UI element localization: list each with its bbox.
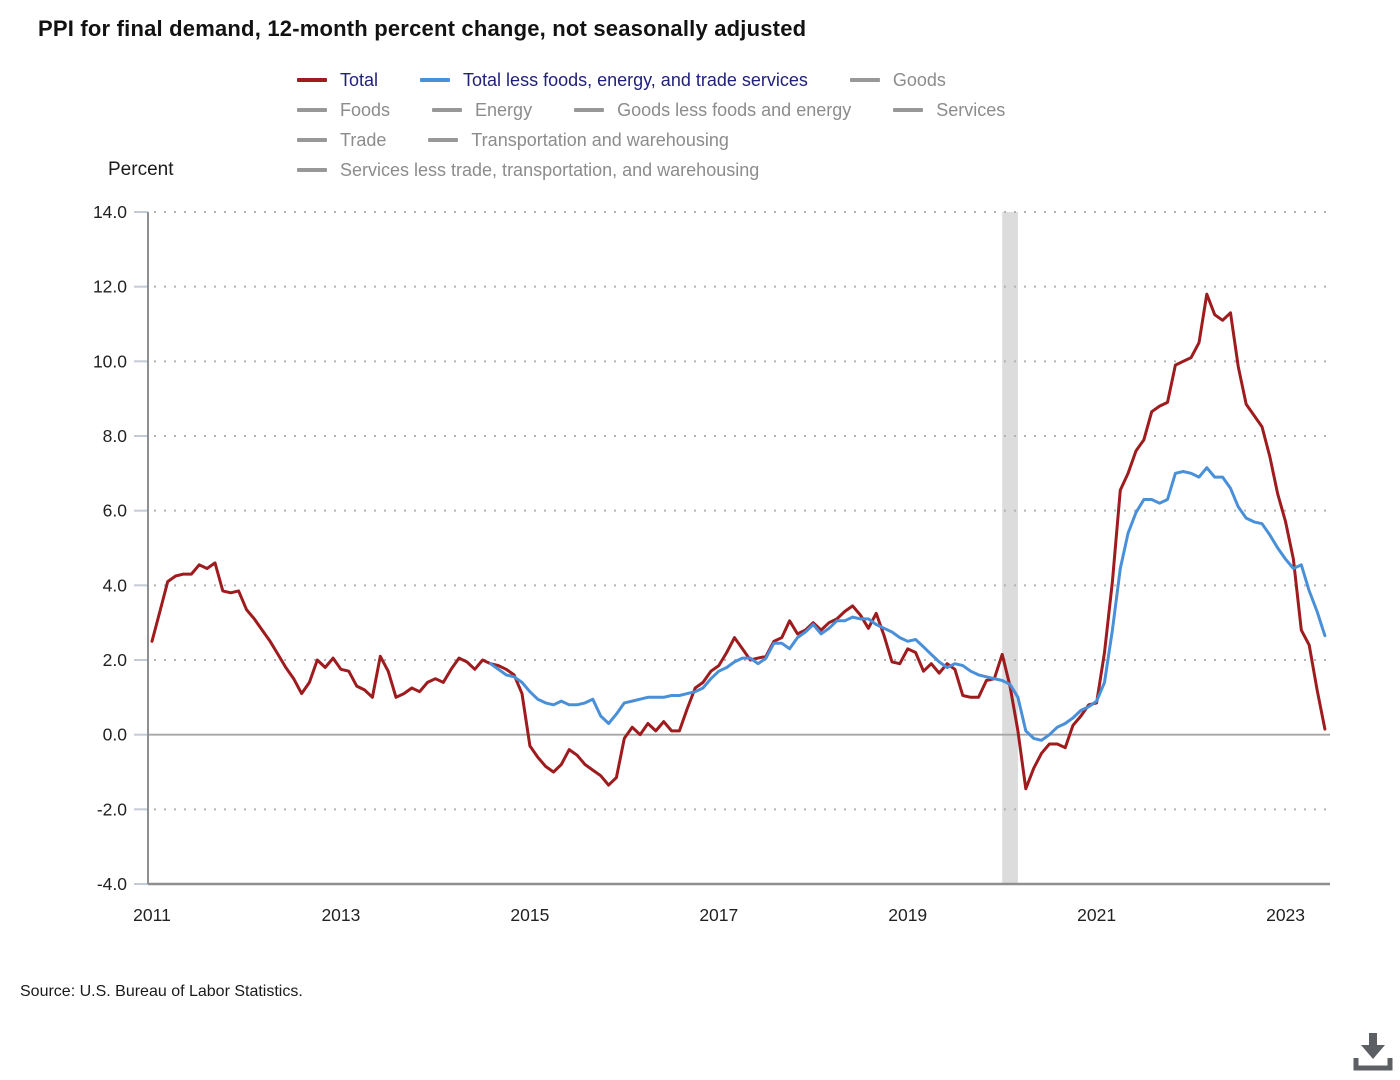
legend-row: Trade Transportation and warehousing <box>297 130 1005 150</box>
legend-item-services[interactable]: Services <box>893 100 1005 121</box>
legend-swatch-icon <box>297 108 327 112</box>
chart-legend: Total Total less foods, energy, and trade… <box>297 70 1005 180</box>
legend-swatch-icon <box>574 108 605 112</box>
y-axis-title: Percent <box>108 159 174 180</box>
y-tick-label: 6.0 <box>103 501 128 521</box>
y-tick-label: 2.0 <box>103 650 128 670</box>
x-tick-label: 2011 <box>133 905 171 925</box>
legend-item-total[interactable]: Total <box>297 70 378 91</box>
legend-label: Goods less foods and energy <box>617 99 852 120</box>
y-tick-label: 0.0 <box>103 725 128 745</box>
legend-label: Total less foods, energy, and trade serv… <box>463 69 808 90</box>
source-note: Source: U.S. Bureau of Labor Statistics. <box>20 983 303 1000</box>
legend-row: Total Total less foods, energy, and trade… <box>297 70 1005 90</box>
x-tick-label: 2019 <box>888 905 927 925</box>
download-button[interactable] <box>1350 1030 1396 1074</box>
legend-label: Services less trade, transportation, and… <box>340 159 760 180</box>
download-icon <box>1350 1030 1396 1074</box>
y-tick-label: -4.0 <box>97 874 127 894</box>
legend-label: Services <box>936 99 1006 120</box>
y-tick-label: -2.0 <box>97 799 127 819</box>
y-tick-label: 14.0 <box>93 202 127 222</box>
legend-item-goods-less-foods-and-energy[interactable]: Goods less foods and energy <box>574 100 851 121</box>
legend-row: Foods Energy Goods less foods and energy Se… <box>297 100 1005 120</box>
legend-swatch-icon <box>893 108 924 112</box>
legend-item-transportation-and-warehousing[interactable]: Transportation and warehousing <box>428 130 729 151</box>
x-tick-label: 2017 <box>699 905 738 925</box>
legend-item-goods[interactable]: Goods <box>849 69 946 91</box>
legend-label: Trade <box>340 129 387 150</box>
legend-item-services-less-trade-transportation-and-warehousing[interactable]: Services less trade, transportation, and… <box>297 160 759 181</box>
legend-label: Foods <box>340 99 391 120</box>
legend-swatch-icon <box>428 138 459 142</box>
y-tick-label: 10.0 <box>93 351 127 371</box>
legend-label: Goods <box>892 69 946 90</box>
legend-swatch-icon <box>849 78 880 82</box>
y-tick-label: 8.0 <box>103 426 128 446</box>
y-tick-label: 4.0 <box>103 575 128 595</box>
legend-swatch-icon <box>297 138 327 142</box>
legend-row: Services less trade, transportation, and… <box>297 160 1005 180</box>
y-tick-label: 12.0 <box>93 277 127 297</box>
x-tick-label: 2023 <box>1266 905 1305 925</box>
recession-shading-band <box>1002 212 1018 884</box>
series-line-total-less-foods-energy-and-trade-services <box>489 466 1327 742</box>
x-tick-label: 2021 <box>1077 905 1116 925</box>
chart-title: PPI for final demand, 12-month percent c… <box>38 16 807 41</box>
legend-swatch-icon <box>297 168 327 172</box>
legend-item-total-less-foods-energy-and-trade-services[interactable]: Total less foods, energy, and trade serv… <box>420 70 808 91</box>
legend-label: Energy <box>475 99 533 120</box>
legend-label: Total <box>340 69 379 90</box>
legend-item-foods[interactable]: Foods <box>297 100 390 121</box>
legend-swatch-icon <box>432 108 463 112</box>
series-line-total <box>150 292 1327 791</box>
legend-swatch-icon <box>420 78 451 82</box>
x-tick-label: 2013 <box>321 905 360 925</box>
legend-item-energy[interactable]: Energy <box>432 100 532 121</box>
legend-swatch-icon <box>297 78 327 82</box>
legend-label: Transportation and warehousing <box>471 129 729 150</box>
legend-item-trade[interactable]: Trade <box>297 130 386 151</box>
x-tick-label: 2015 <box>510 905 549 925</box>
